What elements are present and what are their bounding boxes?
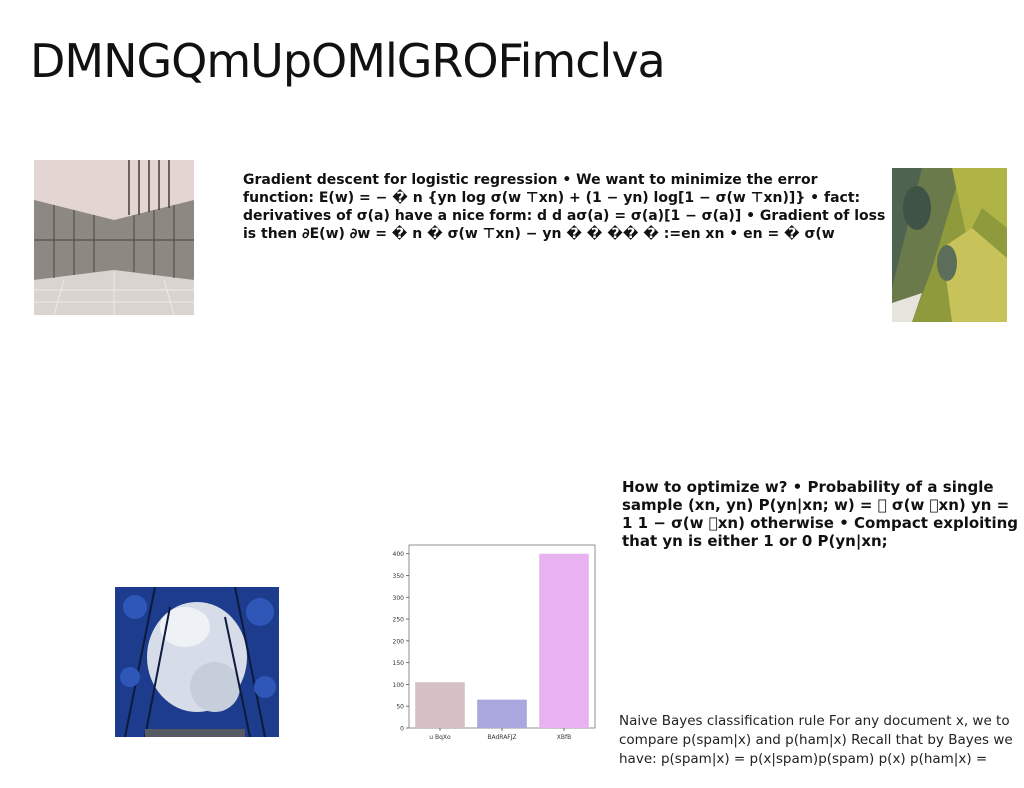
bar-chart: 0 50 100 150 200 250 300 350 400 u BqXo BAdRAFJZ XB… xyxy=(385,540,601,748)
page-title: DMNGQmUpOMlGROFimclva xyxy=(30,34,666,88)
y-tick-label: 400 xyxy=(393,551,405,558)
trees-photo xyxy=(115,587,279,737)
y-tick-label: 0 xyxy=(400,726,404,733)
optimize-w-text: How to optimize w? • Probability of a si… xyxy=(622,478,1019,550)
bar-0 xyxy=(415,682,465,728)
gradient-descent-text: Gradient descent for logistic regression… xyxy=(243,172,886,242)
y-tick-label: 150 xyxy=(393,660,405,667)
naive-bayes-text: Naive Bayes classification rule For any … xyxy=(619,713,1013,767)
y-tick-label: 300 xyxy=(393,595,405,602)
y-tick-label: 250 xyxy=(393,617,405,624)
x-tick-label: XBfB xyxy=(557,734,571,741)
y-tick-label: 350 xyxy=(393,573,405,580)
building-photo xyxy=(34,160,194,315)
bar-1 xyxy=(477,699,527,728)
y-tick-label: 50 xyxy=(396,704,404,711)
x-tick-label: BAdRAFJZ xyxy=(487,734,516,741)
moss-photo xyxy=(892,168,1007,322)
bar-2 xyxy=(539,553,589,728)
y-tick-label: 200 xyxy=(393,638,405,645)
y-tick-label: 100 xyxy=(393,682,405,689)
x-tick-label: u BqXo xyxy=(429,734,451,741)
